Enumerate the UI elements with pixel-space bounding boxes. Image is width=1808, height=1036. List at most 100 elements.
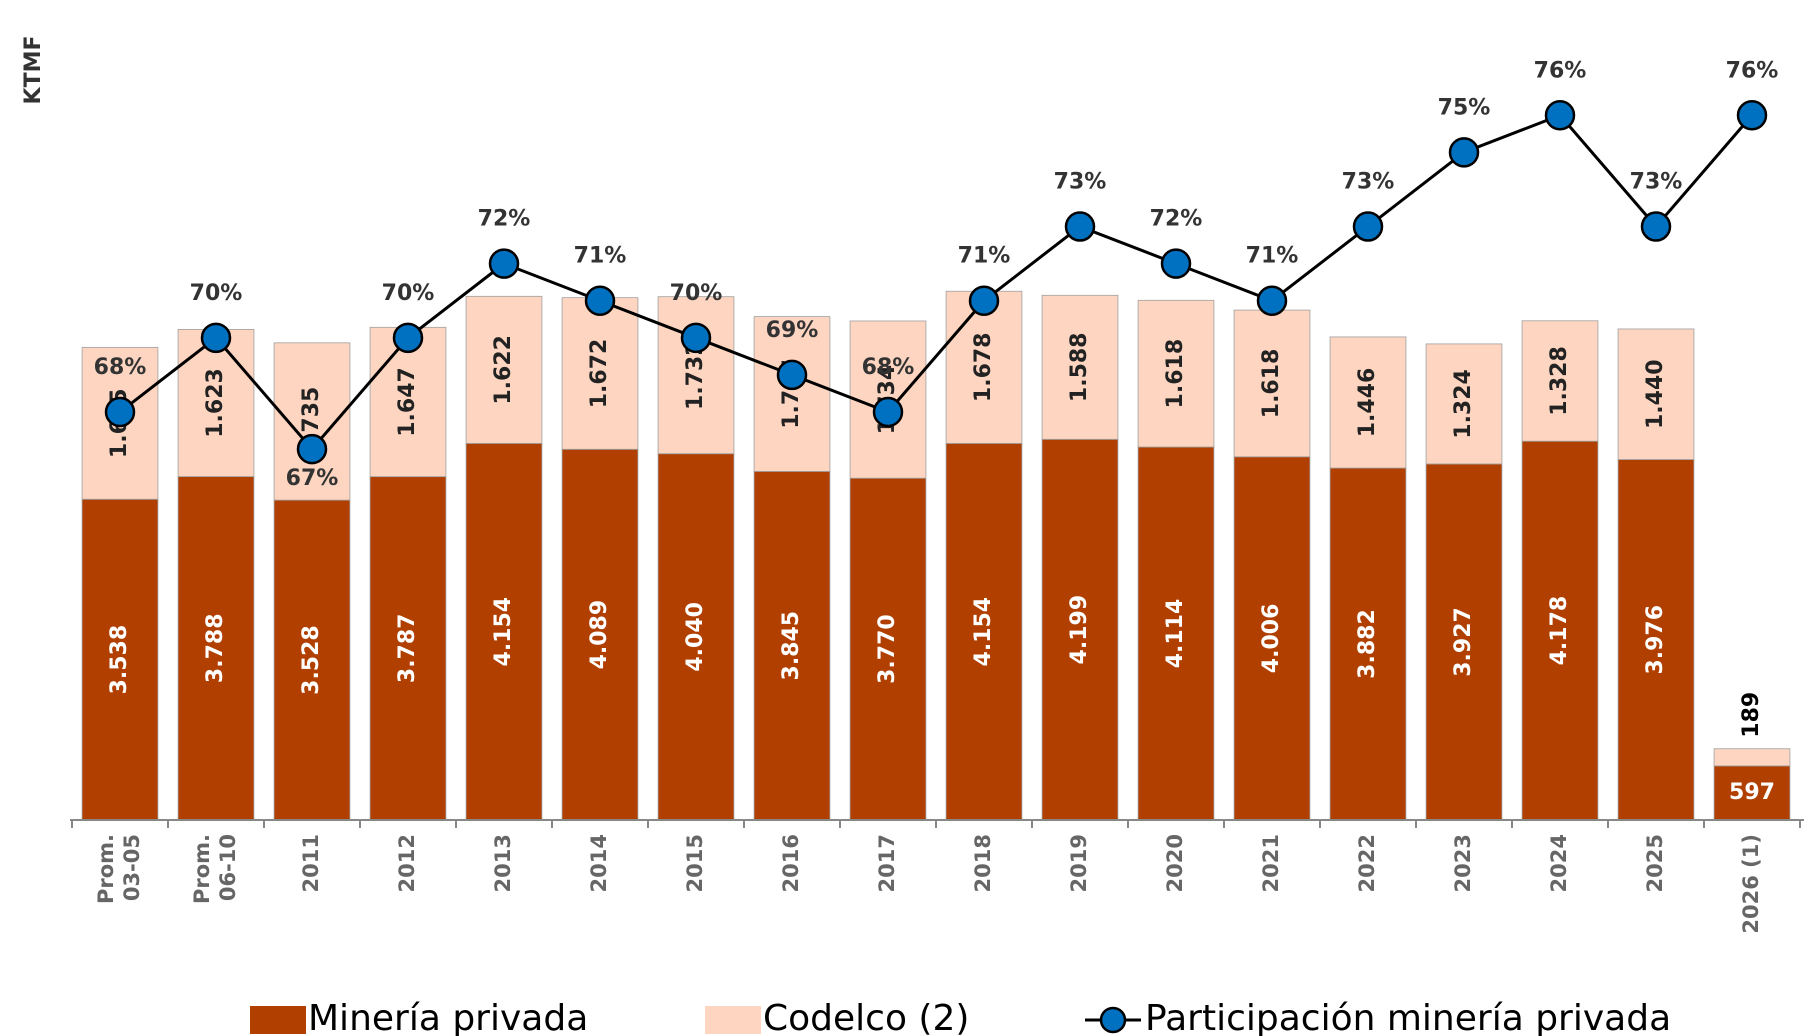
value-label: 4.154 [971, 597, 996, 667]
value-label: 3.927 [1451, 607, 1476, 677]
bar-segment [1041, 294, 1119, 440]
point-label: 70% [670, 281, 723, 306]
x-tick-label: Prom.03-05 [94, 834, 144, 904]
line-marker [488, 248, 520, 279]
value-label: 1.328 [1547, 346, 1572, 416]
bar-segment [945, 442, 1023, 821]
line-marker [584, 285, 616, 316]
value-label: 3.845 [779, 611, 804, 681]
value-label: 4.114 [1163, 599, 1188, 669]
x-tick-label: Prom.06-10 [190, 834, 240, 904]
x-tick-label: 2024 [1547, 834, 1571, 892]
bar-segment [1137, 446, 1215, 821]
value-label: 1.623 [203, 368, 228, 438]
legend-label: Participación minería privada [1145, 998, 1671, 1036]
x-tick-label: 2017 [875, 834, 899, 892]
bar-segment [1521, 320, 1599, 442]
point-label: 73% [1630, 170, 1683, 195]
value-label: 1.678 [971, 333, 996, 403]
value-label: 4.178 [1547, 596, 1572, 666]
value-label: 1.440 [1643, 359, 1668, 429]
legend-label: Minería privada [308, 998, 588, 1036]
bar-segment [1041, 438, 1119, 821]
bar-segment [1521, 440, 1599, 821]
value-label: 3.528 [299, 625, 324, 695]
x-tick-label: 2026 (1) [1739, 834, 1763, 934]
line-marker [1160, 248, 1192, 279]
bar-segment [561, 448, 639, 821]
line [119, 113, 1754, 452]
point-label: 75% [1438, 95, 1491, 120]
bar-segment [1617, 328, 1695, 460]
point-label: 68% [94, 355, 147, 380]
bar-segment [1713, 765, 1791, 821]
line-marker [968, 285, 1000, 316]
value-label: 3.538 [107, 625, 132, 695]
point-label: 76% [1726, 58, 1779, 83]
bar-segment [1329, 467, 1407, 821]
bar-segment [1617, 459, 1695, 821]
line-marker [1256, 285, 1288, 316]
bar-segment [1329, 336, 1407, 469]
point-label: 71% [574, 244, 627, 269]
x-tick-label: 2016 [779, 834, 803, 892]
point-label: 70% [382, 281, 435, 306]
value-label: 4.089 [587, 600, 612, 670]
value-label: 597 [1729, 780, 1775, 805]
value-label: 3.787 [395, 614, 420, 684]
x-tick-label: 2013 [491, 834, 515, 892]
bar-segment [753, 470, 831, 821]
x-tick-label: 2023 [1451, 834, 1475, 892]
bar-segment [1233, 309, 1311, 458]
line-marker [1544, 100, 1576, 131]
point-label: 70% [190, 281, 243, 306]
point-label: 67% [286, 466, 339, 491]
value-label: 4.199 [1067, 595, 1092, 665]
point-label: 71% [958, 244, 1011, 269]
x-tick-label: 2018 [971, 834, 995, 892]
legend-swatch [705, 1006, 761, 1034]
x-tick-label: 2025 [1643, 834, 1667, 892]
line-marker [1640, 211, 1672, 242]
x-tick-label: 2019 [1067, 834, 1091, 892]
line-marker [1064, 211, 1096, 242]
line-marker [392, 322, 424, 354]
bar-segment [753, 316, 831, 472]
legend-swatch [250, 1006, 306, 1034]
bar-segment [561, 297, 639, 450]
value-label: 4.040 [683, 602, 708, 672]
point-label: 73% [1342, 170, 1395, 195]
point-label: 71% [1246, 244, 1299, 269]
point-label: 72% [478, 207, 531, 232]
value-label: 189 [1739, 692, 1764, 738]
legend-marker [1099, 1006, 1127, 1034]
x-tick-label: 2012 [395, 834, 419, 892]
line-marker [680, 322, 712, 354]
x-tick-label: 2015 [683, 834, 707, 892]
line-marker [1736, 100, 1768, 131]
value-label: 1.618 [1163, 339, 1188, 409]
value-label: 3.882 [1355, 609, 1380, 679]
line-marker [296, 433, 328, 465]
x-tick-label: 2014 [587, 834, 611, 892]
point-label: 68% [862, 355, 915, 380]
value-label: 3.976 [1643, 605, 1668, 675]
line-marker [872, 396, 904, 428]
x-tick-label: 2020 [1163, 834, 1187, 892]
bar-segment [465, 295, 543, 444]
bar-segment [1425, 343, 1503, 465]
value-label: 1.324 [1451, 369, 1476, 439]
bar-segment [657, 453, 735, 821]
line-marker [200, 322, 232, 354]
bar-segment [945, 290, 1023, 444]
bar-segment [177, 476, 255, 821]
x-tick-label: 2011 [299, 834, 323, 892]
x-tick-label: 2022 [1355, 834, 1379, 892]
bar-segment [369, 476, 447, 821]
line-marker [1352, 211, 1384, 242]
y-axis-label: KTMF [21, 36, 46, 105]
bar-segment [1713, 748, 1791, 767]
line-marker [776, 359, 808, 391]
bar-segment [81, 498, 159, 821]
